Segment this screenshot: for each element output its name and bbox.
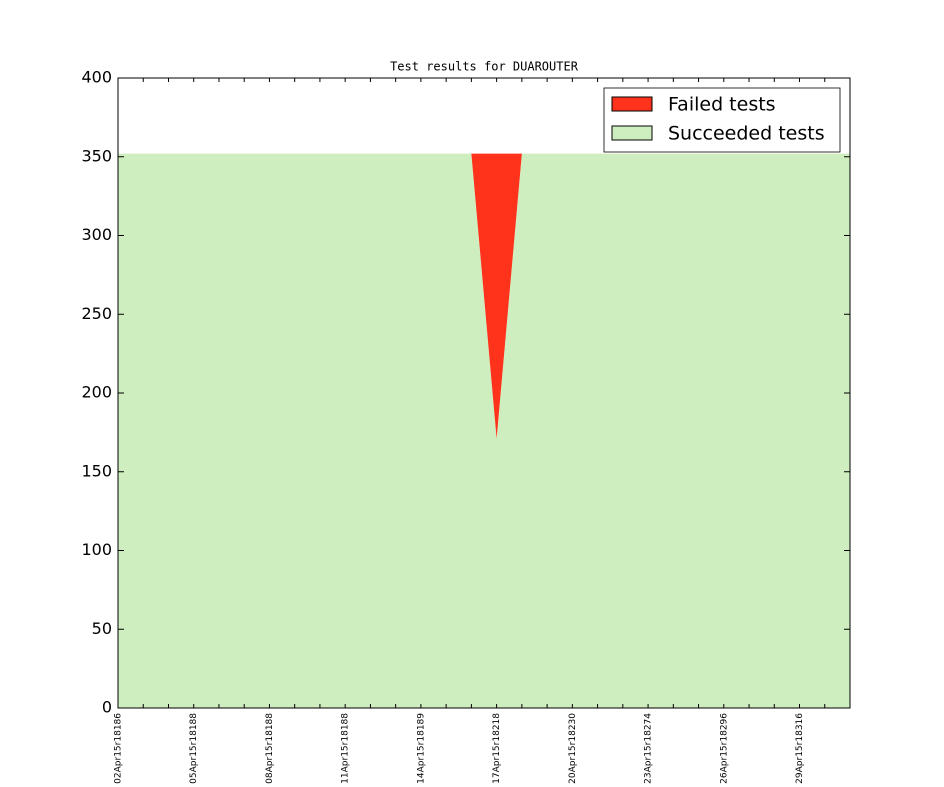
y-tick-label: 400 [81,68,112,87]
legend-label: Succeeded tests [668,123,825,145]
x-tick-label: 23Apr15r18274 [644,713,654,784]
x-tick-label: 29Apr15r18316 [795,713,805,784]
x-tick-label: 26Apr15r18296 [719,713,729,784]
legend-swatch [611,96,653,112]
x-tick-label: 20Apr15r18230 [568,713,578,784]
y-tick-label: 0 [102,698,112,717]
area [118,153,850,709]
x-tick-label: 14Apr15r18189 [416,713,426,784]
y-tick-label: 100 [81,540,112,559]
chart-title: Test results for DUAROUTER [390,60,579,74]
legend-label: Failed tests [668,94,776,116]
y-tick-label: 50 [92,619,112,638]
y-tick-label: 150 [81,461,112,480]
y-tick-label: 250 [81,304,112,323]
y-tick-label: 300 [81,225,112,244]
y-tick-label: 200 [81,383,112,402]
legend-swatch [611,125,653,141]
x-tick-label: 05Apr15r18188 [189,713,199,784]
x-tick-label: 08Apr15r18188 [265,713,275,784]
area [118,153,850,439]
y-tick-label: 350 [81,146,112,165]
x-tick-label: 11Apr15r18188 [341,713,351,784]
x-tick-label: 17Apr15r18218 [492,713,502,784]
x-tick-label: 02Apr15r18186 [114,713,124,784]
